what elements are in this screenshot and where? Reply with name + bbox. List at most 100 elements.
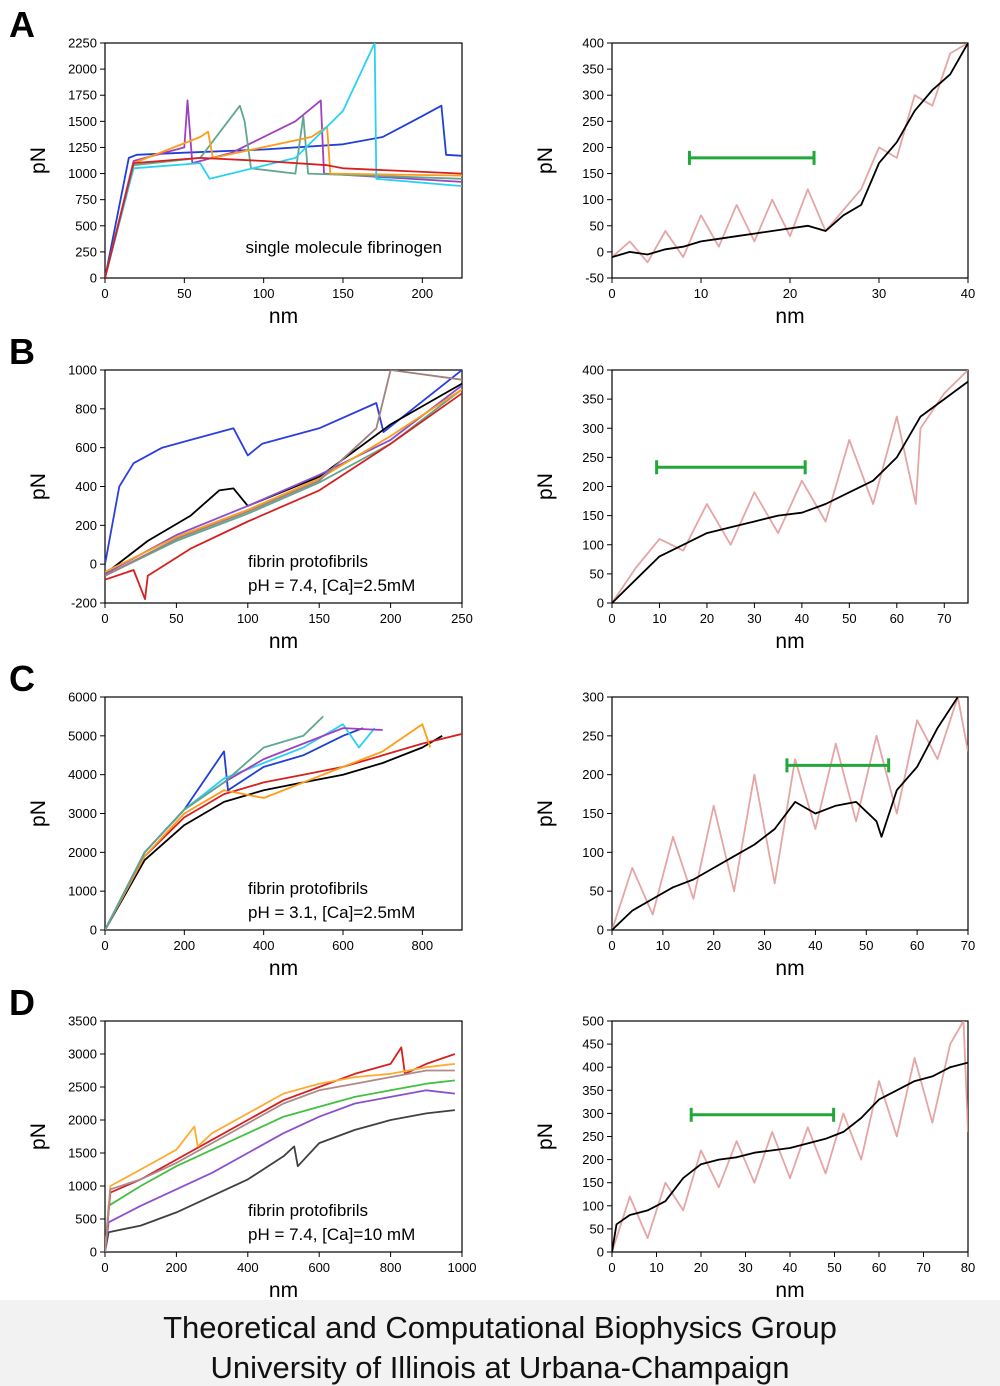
panel-c-left-frame xyxy=(104,696,463,931)
footer-group-name: Theoretical and Computational Biophysics… xyxy=(163,1310,837,1345)
panel-b-left-series-trace-6 xyxy=(105,370,462,577)
panel-c-left-xtick-label: 800 xyxy=(411,938,433,953)
panel-d-right-ytick-label: 100 xyxy=(582,1198,604,1213)
panel-b-left-ytick-label: 1000 xyxy=(68,363,97,378)
panel-a-right-ytick-label: 250 xyxy=(582,114,604,129)
panel-a-left-xtick-label: 0 xyxy=(101,286,108,301)
panel-c-left-ytick-label: 5000 xyxy=(68,728,97,743)
panel-a-left-xlabel: nm xyxy=(269,305,298,328)
panel-b-left-xtick-label: 100 xyxy=(237,611,259,626)
panel-a-left-series-trace-0 xyxy=(105,104,462,278)
panel-a-right-ytick-label: 0 xyxy=(597,244,604,259)
panel-c-right-ylabel: pN xyxy=(534,800,557,827)
panel-c-left-xtick-label: 600 xyxy=(332,938,354,953)
panel-b-left-xtick-label: 250 xyxy=(451,611,473,626)
panel-b-right-ytick-label: 200 xyxy=(582,479,604,494)
footer-credit: Theoretical and Computational Biophysics… xyxy=(0,1300,1000,1386)
panel-a-right-ylabel: pN xyxy=(534,147,557,174)
panel-d-right-ytick-label: 450 xyxy=(582,1037,604,1052)
panel-c-right-xtick-label: 60 xyxy=(910,938,924,953)
panel-b-left-ytick-label: -200 xyxy=(71,596,97,611)
panel-a-left-series-trace-5 xyxy=(105,156,462,278)
panel-b-right-ytick-label: 50 xyxy=(590,566,604,581)
panel-c-left-annotation-line-1: pH = 3.1, [Ca]=2.5mM xyxy=(248,903,415,922)
panel-d-right-xlabel: nm xyxy=(775,1279,804,1302)
panel-d-right-frame xyxy=(611,1020,969,1253)
panel-d-right-ytick-label: 250 xyxy=(582,1129,604,1144)
panel-a-left-ytick-label: 1500 xyxy=(68,114,97,129)
panel-d-right-ytick-label: 50 xyxy=(590,1221,604,1236)
panel-b-right-xtick-label: 0 xyxy=(608,611,615,626)
panel-c-right-xtick-label: 10 xyxy=(656,938,670,953)
panel-a-right-frame xyxy=(611,42,969,279)
panel-a-right-xtick-label: 0 xyxy=(608,286,615,301)
panel-a-right-ytick-label: 400 xyxy=(582,36,604,51)
panel-c-right-ytick-label: 100 xyxy=(582,845,604,860)
panel-c-right-series-smoothed-1 xyxy=(612,697,959,930)
panel-b-left-xlabel: nm xyxy=(269,630,298,653)
panel-d-left-xtick-label: 200 xyxy=(166,1260,188,1275)
panel-c-right-ytick-label: 200 xyxy=(582,767,604,782)
panel-b-left-xtick-label: 150 xyxy=(308,611,330,626)
panel-c-left-ytick-label: 2000 xyxy=(68,845,97,860)
panel-letter-a: A xyxy=(9,4,35,45)
panel-d-left-ytick-label: 0 xyxy=(90,1245,97,1260)
panel-d-right-xtick-label: 80 xyxy=(961,1260,975,1275)
panel-b-right-xtick-label: 60 xyxy=(890,611,904,626)
panel-b-right-series-group xyxy=(612,370,968,603)
panel-b-right-ylabel: pN xyxy=(534,473,557,500)
panel-a-left-ytick-label: 250 xyxy=(75,244,97,259)
panel-a-right-xlabel: nm xyxy=(775,305,804,328)
panel-c-left-series-trace-2 xyxy=(105,723,432,930)
panel-b-left-series-trace-0 xyxy=(105,370,462,565)
panel-c-right-xtick-label: 20 xyxy=(706,938,720,953)
panel-c-left-ytick-label: 1000 xyxy=(68,884,97,899)
panel-b-right-series-raw-0 xyxy=(612,370,968,603)
panel-c-left-xtick-label: 400 xyxy=(253,938,275,953)
panel-b-right-xtick-label: 50 xyxy=(842,611,856,626)
panel-a-right-ytick-label: 100 xyxy=(582,192,604,207)
panel-b-right-ytick-label: 350 xyxy=(582,392,604,407)
panel-b-right-ytick-label: 300 xyxy=(582,421,604,436)
panel-c-right-xtick-label: 50 xyxy=(859,938,873,953)
panel-b-right-xlabel: nm xyxy=(775,630,804,653)
panel-b-left-ytick-label: 600 xyxy=(75,440,97,455)
panel-c-left-xtick-label: 0 xyxy=(101,938,108,953)
panel-b-left-ylabel: pN xyxy=(27,473,50,500)
panel-a-left-series-trace-4 xyxy=(105,43,462,278)
panel-b-left-series-group xyxy=(105,370,462,600)
panel-a-left-ytick-label: 2000 xyxy=(68,62,97,77)
figure-canvas: A0 50 100 150 200025050075010001250150017502… xyxy=(9,4,975,1302)
panel-a-left-annotation: single molecule fibrinogen xyxy=(245,238,442,257)
panel-c-right-xtick-label: 0 xyxy=(608,938,615,953)
panel-d-right-xtick-label: 40 xyxy=(783,1260,797,1275)
panel-d-left-ytick-label: 1000 xyxy=(68,1179,97,1194)
panel-b-left-xtick-label: 200 xyxy=(380,611,402,626)
panel-d-left-ylabel: pN xyxy=(27,1123,50,1150)
panel-c-left-series-trace-6 xyxy=(105,715,324,930)
panel-c-right-xtick-label: 30 xyxy=(757,938,771,953)
panel-b-right-xtick-label: 70 xyxy=(937,611,951,626)
panel-b-right-series-smoothed-1 xyxy=(612,380,968,603)
panel-d-right-series-raw-0 xyxy=(612,1021,968,1252)
panel-a-right-xtick-label: 40 xyxy=(961,286,975,301)
panel-d-left-series-trace-5 xyxy=(105,1069,455,1252)
panel-c-left-ytick-label: 4000 xyxy=(68,767,97,782)
panel-c-left-annotation-line-0: fibrin protofibrils xyxy=(248,879,368,898)
panel-c-left-xtick-label: 200 xyxy=(173,938,195,953)
panel-d-right-ytick-label: 350 xyxy=(582,1083,604,1098)
panel-d-right-xtick-label: 20 xyxy=(694,1260,708,1275)
panel-c-right-ytick-label: 300 xyxy=(582,690,604,705)
panel-letter-d: D xyxy=(9,982,35,1023)
panel-c-left-series-trace-1 xyxy=(105,733,462,930)
panel-b-left-ytick-label: 400 xyxy=(75,479,97,494)
panel-a-left-ytick-label: 1750 xyxy=(68,88,97,103)
panel-d-left-xtick-label: 400 xyxy=(237,1260,259,1275)
panel-c-right-ytick-label: 150 xyxy=(582,806,604,821)
panel-d-left-xtick-label: 1000 xyxy=(448,1260,477,1275)
panel-a-left-xtick-label: 50 xyxy=(177,286,191,301)
panel-d-left-ytick-label: 500 xyxy=(75,1212,97,1227)
panel-b-left-ytick-label: 200 xyxy=(75,518,97,533)
panel-b-left-annotation-line-1: pH = 7.4, [Ca]=2.5mM xyxy=(248,576,415,595)
panel-c-right-ytick-label: 0 xyxy=(597,923,604,938)
